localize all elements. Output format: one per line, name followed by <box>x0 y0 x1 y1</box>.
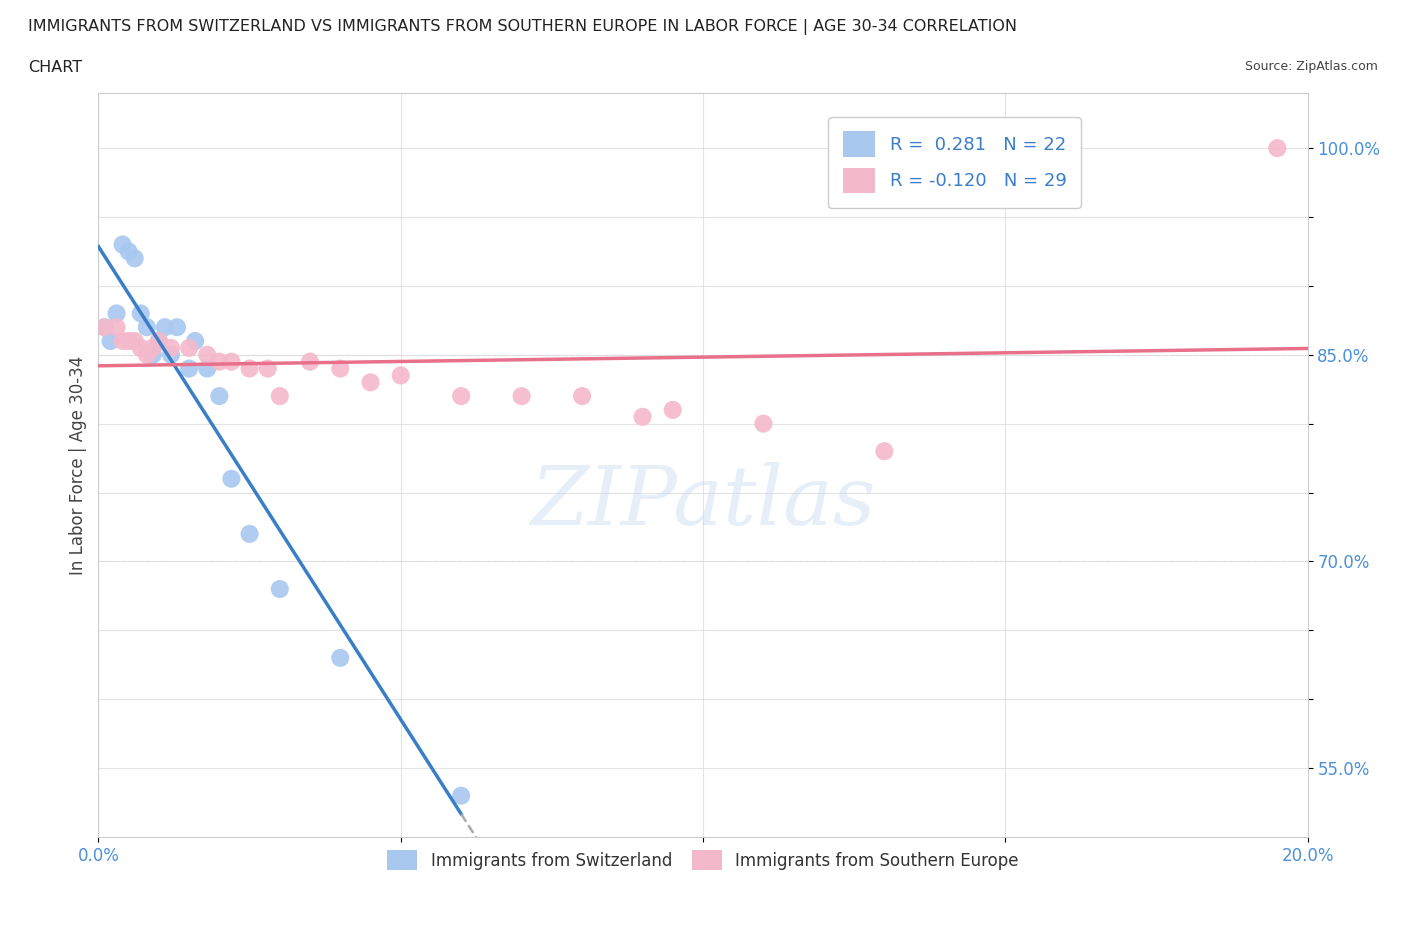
Point <box>389 368 412 383</box>
Point <box>93 320 115 335</box>
Point <box>105 320 128 335</box>
Point <box>208 354 231 369</box>
Point <box>360 375 382 390</box>
Point <box>1267 140 1289 155</box>
Point <box>142 340 165 355</box>
Y-axis label: In Labor Force | Age 30-34: In Labor Force | Age 30-34 <box>69 355 87 575</box>
Point <box>160 347 183 362</box>
Point <box>269 581 291 596</box>
Point <box>661 403 683 418</box>
Text: CHART: CHART <box>28 60 82 75</box>
Point <box>179 340 201 355</box>
Point <box>148 334 170 349</box>
Point <box>179 361 201 376</box>
Point <box>166 320 188 335</box>
Point <box>329 650 352 665</box>
Point <box>239 526 262 541</box>
Point <box>111 334 134 349</box>
Point <box>100 334 122 349</box>
Point <box>450 789 472 804</box>
Point <box>299 354 322 369</box>
Point <box>184 334 207 349</box>
Point <box>631 409 654 424</box>
Text: Source: ZipAtlas.com: Source: ZipAtlas.com <box>1244 60 1378 73</box>
Point <box>124 334 146 349</box>
Point <box>160 340 183 355</box>
Point <box>195 347 218 362</box>
Point <box>135 347 157 362</box>
Point <box>329 361 352 376</box>
Point <box>752 417 775 432</box>
Point <box>221 472 243 486</box>
Point <box>269 389 291 404</box>
Text: ZIPatlas: ZIPatlas <box>530 462 876 542</box>
Point <box>239 361 262 376</box>
Point <box>256 361 278 376</box>
Point <box>873 444 896 458</box>
Point <box>129 306 152 321</box>
Point <box>208 389 231 404</box>
Point <box>105 306 128 321</box>
Point <box>142 347 165 362</box>
Point <box>118 334 141 349</box>
Point <box>111 237 134 252</box>
Point <box>450 389 472 404</box>
Point <box>118 244 141 259</box>
Point <box>129 340 152 355</box>
Point <box>124 251 146 266</box>
Legend: Immigrants from Switzerland, Immigrants from Southern Europe: Immigrants from Switzerland, Immigrants … <box>381 844 1025 877</box>
Point <box>148 334 170 349</box>
Point <box>135 320 157 335</box>
Point <box>510 389 533 404</box>
Point <box>571 389 593 404</box>
Point <box>195 361 218 376</box>
Point <box>221 354 243 369</box>
Point <box>93 320 115 335</box>
Point <box>153 320 176 335</box>
Text: IMMIGRANTS FROM SWITZERLAND VS IMMIGRANTS FROM SOUTHERN EUROPE IN LABOR FORCE | : IMMIGRANTS FROM SWITZERLAND VS IMMIGRANT… <box>28 19 1017 34</box>
